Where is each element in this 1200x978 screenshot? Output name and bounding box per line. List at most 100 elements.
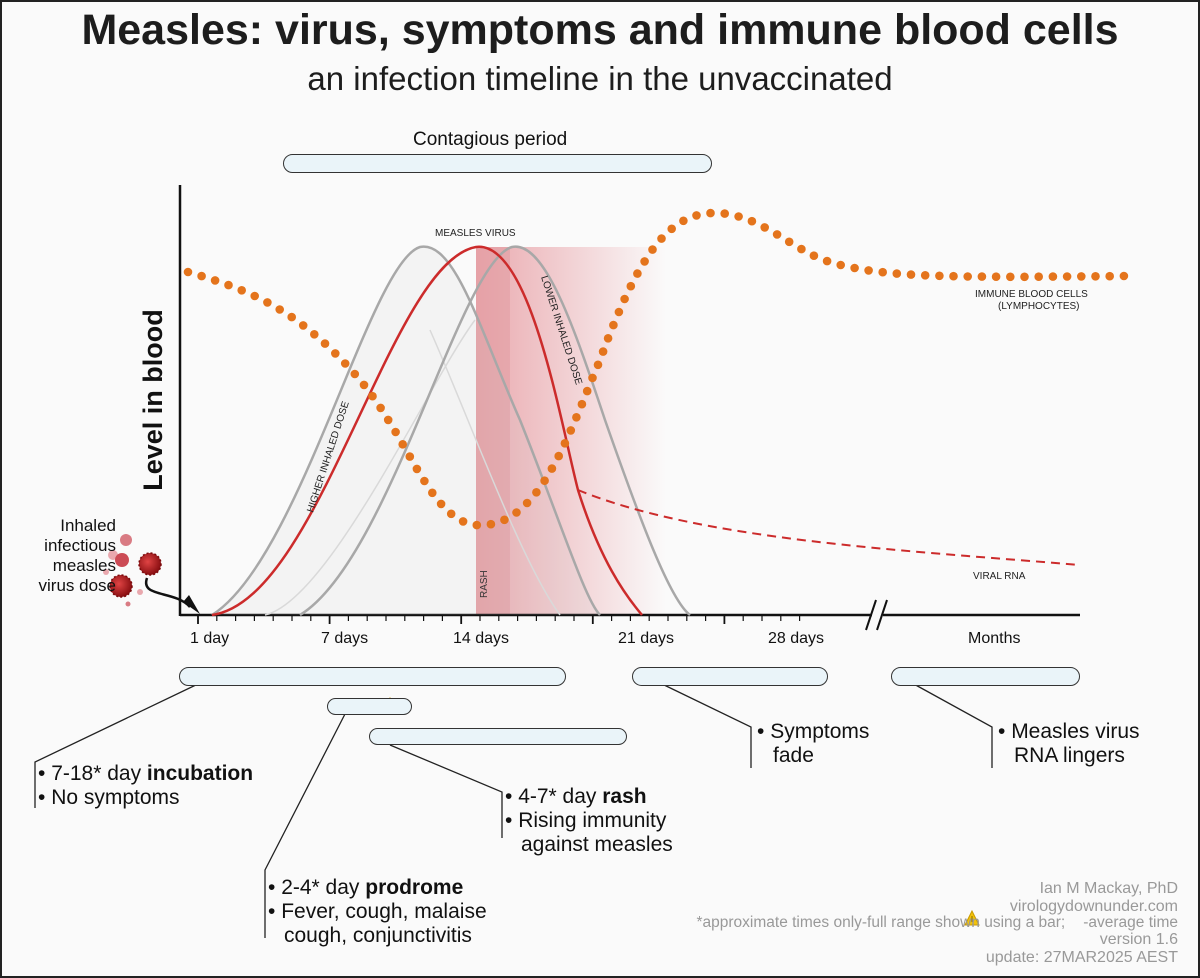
figure-subtitle: an infection timeline in the unvaccinate… [307,60,893,97]
immune-cell-dot [977,272,987,281]
inhaled-line-2: infectious [44,536,116,555]
immune-cell-dot [1105,271,1114,281]
immune-cell-dot [878,267,887,277]
immune-cell-dot [633,269,642,278]
immune-cell-dot [836,260,845,270]
inhaled-line-3: measles [52,556,116,575]
tick-label-months: Months [968,630,1021,647]
incubation-range: 7-18* day [51,762,147,785]
immune-cell-dot [692,211,701,220]
rash-phase-label: • 4-7* day rash • Rising immunity agains… [505,785,673,857]
immune-cell-dot [405,452,415,461]
incubation-line-2: • No symptoms [38,786,180,809]
immune-cell-dot [566,426,576,435]
inhaled-arrow [144,577,191,608]
immune-cell-dot [472,520,482,530]
immune-cell-dot [320,339,330,348]
immune-cell-dot [420,476,429,486]
credit-note: *approximate times only-full range shown… [696,914,1178,932]
credit-version: version 1.6 [1099,931,1178,948]
immune-cell-dot [540,476,549,486]
lingers-line-2: RNA lingers [998,744,1140,768]
immune-cell-dot [1062,272,1072,281]
immune-cell-dot [197,271,206,281]
immune-cell-dot [667,224,676,234]
immune-cells-label-2: (LYMPHOCYTES) [998,301,1080,312]
rash-label: RASH [479,570,490,598]
credit-site: virologydownunder.com [1009,898,1178,915]
immune-cell-dot [772,230,782,239]
immune-cell-dot [486,519,496,529]
immune-cell-dot [554,451,563,461]
prodrome-label: • 2-4* day prodrome • Fever, cough, mala… [268,876,487,948]
immune-cell-dot [500,515,509,525]
immune-cells-label-1: IMMUNE BLOOD CELLS [975,289,1088,300]
immune-cell-dot [935,271,944,281]
rash-shading-solid [476,247,510,615]
inhaled-arrowhead [183,595,200,614]
tick-label-7days: 7 days [321,630,369,647]
inhaled-line-1: Inhaled [60,516,116,535]
immune-cell-dot [340,359,350,368]
faint-dose-curve-2 [429,329,561,616]
incubation-name: incubation [146,762,254,785]
immune-cell-dot [250,291,259,301]
viral-rna-label: VIRAL RNA [973,571,1026,582]
credit-author: Ian M Mackay, PhD [1039,880,1178,897]
immune-cell-dot [626,281,636,291]
prodrome-line-2: • Fever, cough, malaise [268,900,487,923]
fade-text-2: fade [773,744,814,767]
measles-virus-label: MEASLES VIRUS [435,228,516,239]
fade-text-1: Symptoms [770,720,870,743]
incubation-bar [179,667,566,686]
immune-cell-dot [706,208,715,218]
immune-cell-dot [809,251,819,260]
incubation-note: No symptoms [51,786,180,809]
immune-cell-dot [458,517,468,526]
immune-cell-dot [368,391,377,401]
rash-line-1: • 4-7* day rash [505,785,647,808]
prodrome-line-1: • 2-4* day prodrome [268,876,464,899]
immune-cell-dot [237,286,246,295]
inhaled-virus-particles [103,534,162,607]
immune-cell-dot [588,373,597,383]
immune-cell-dot [547,464,557,473]
symptoms-fade-label: • Symptoms fade [757,720,869,768]
tick-label-28days: 28 days [768,630,825,647]
immune-cell-dot [1119,271,1129,281]
tick-label-21days: 21 days [618,630,675,647]
rna-lingers-bar [891,667,1080,686]
incubation-line-1: • 7-18* day incubation [38,762,254,785]
immune-cell-dot [734,212,743,221]
immune-cell-dot [376,403,385,413]
immune-cell-dot [598,347,608,356]
credit-note-a: *approximate times only-full range shown… [696,914,1066,931]
immune-cell-dot [436,499,446,509]
contagious-period-label: Contagious period [413,129,568,150]
immune-cell-dot [512,508,521,517]
immune-cell-dot [797,244,806,254]
immune-cell-dot [1034,272,1043,282]
rash-note-1: Rising immunity [518,809,667,832]
fade-line-1: • Symptoms [757,720,870,743]
immune-cell-dot [522,498,532,508]
immune-cell-dot [331,349,340,358]
immune-cell-dot [1048,272,1058,281]
rash-range: 4-7* day [518,785,603,808]
immune-cell-dot [850,263,859,273]
immune-cell-dot [892,269,902,278]
immune-cell-dot [446,509,456,519]
credit-note-b: -average time [1083,914,1178,931]
immune-cell-dot [920,271,930,280]
immune-cell-dot [428,488,437,498]
axis-break [865,599,888,631]
immune-cell-dot [784,237,794,247]
immune-cell-dot [991,272,1001,282]
x-axis-ticks [197,615,801,624]
immune-cell-dot [210,276,220,285]
immune-cell-dot [224,280,233,290]
immune-cell-dot [760,223,769,232]
rash-name: rash [602,785,647,808]
immune-cells-dots [183,208,1129,530]
